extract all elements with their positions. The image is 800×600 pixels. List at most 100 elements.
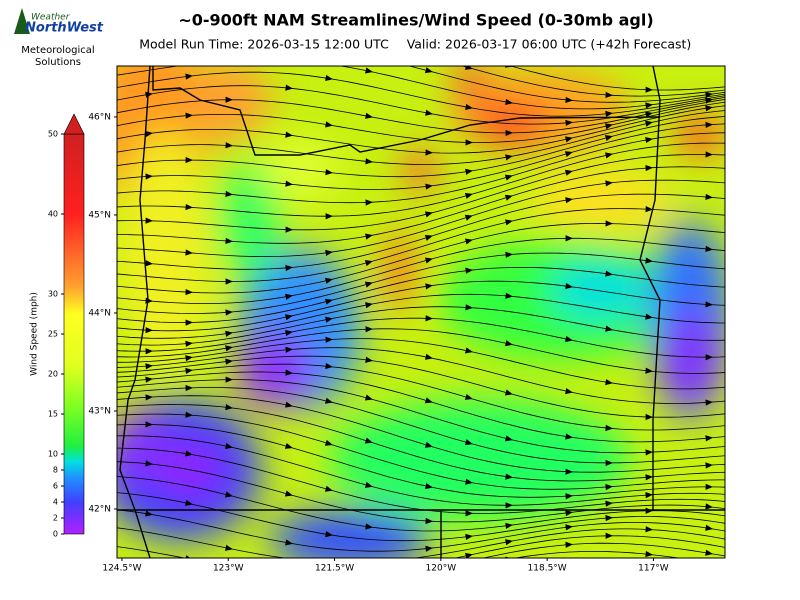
valid-time: Valid: 2026-03-17 06:00 UTC (+42h Foreca…: [407, 37, 692, 52]
streamline: [117, 101, 725, 144]
streamline-arrow: [324, 485, 333, 492]
streamline-arrow: [605, 557, 614, 558]
streamline-arrow: [364, 260, 373, 267]
streamline-arrow: [365, 233, 373, 240]
streamline: [117, 179, 725, 257]
streamline-arrow: [225, 237, 234, 245]
streamline: [117, 266, 725, 324]
streamline-arrow: [565, 493, 574, 500]
streamline-arrow: [424, 234, 433, 241]
streamline-arrow: [425, 109, 433, 116]
streamline: [117, 142, 725, 217]
streamline-arrow: [565, 136, 573, 143]
streamline-arrow: [504, 66, 513, 68]
streamline-arrow: [705, 483, 714, 490]
streamline-arrow: [605, 220, 614, 227]
streamline-arrow: [185, 288, 194, 296]
streamline-arrow: [605, 459, 614, 467]
streamline-arrow: [645, 136, 654, 144]
streamline-arrow: [565, 433, 574, 440]
colorbar-tick-label: 2: [53, 514, 58, 523]
streamline: [117, 492, 725, 542]
streamline-arrow: [225, 442, 233, 449]
streamline-arrow: [424, 211, 433, 218]
streamline-arrow: [565, 96, 574, 104]
x-tick-label: 123°W: [213, 564, 244, 574]
streamline-arrow: [565, 335, 573, 342]
streamline-arrow: [464, 192, 473, 199]
streamline-arrow: [225, 376, 234, 383]
speed-blob: [530, 170, 670, 230]
streamline: [117, 476, 725, 532]
streamline-arrow: [285, 84, 294, 91]
streamline: [117, 85, 725, 125]
streamline-arrow: [565, 235, 574, 242]
x-tick-label: 124.5°W: [102, 564, 141, 574]
streamline-arrow: [705, 354, 714, 361]
speed-blob: [405, 150, 435, 190]
streamline-arrow: [285, 539, 293, 546]
streamline: [117, 527, 725, 558]
logo-line2: NorthWest: [25, 21, 104, 36]
streamline-arrow: [145, 173, 154, 180]
streamline-arrow: [465, 347, 473, 354]
streamline-arrow: [285, 226, 294, 233]
streamline-arrow: [286, 585, 292, 590]
colorbar-tick-label: 6: [53, 482, 58, 491]
streamline-arrow: [285, 293, 293, 300]
speed-blob: [220, 160, 280, 280]
streamline-arrow: [364, 394, 373, 401]
streamline-arrow: [605, 514, 614, 522]
colorbar: [63, 133, 85, 535]
streamline-arrow: [705, 435, 714, 442]
streamline-arrow: [145, 217, 154, 224]
streamline-arrow: [505, 539, 513, 546]
streamline: [117, 435, 725, 506]
streamline-arrow: [225, 309, 234, 316]
streamline-arrow: [465, 510, 474, 517]
streamline-arrow: [505, 473, 514, 480]
x-tick-label: 117°W: [638, 564, 669, 574]
streamline-arrow: [185, 411, 194, 418]
y-tick-label: 46°N: [88, 112, 111, 122]
streamline: [117, 116, 725, 178]
streamline: [117, 395, 725, 473]
streamline-arrow: [465, 103, 473, 111]
colorbar-tick-label: 30: [48, 290, 58, 299]
streamline-arrow: [365, 302, 373, 309]
streamline-arrow: [505, 435, 513, 442]
streamline-arrow: [225, 330, 234, 337]
streamline-arrow: [185, 355, 194, 362]
streamline-arrow: [645, 413, 654, 421]
streamline-arrow: [505, 98, 514, 106]
streamline: [513, 551, 682, 558]
x-tick-label: 118.5°W: [528, 564, 567, 574]
borders: [117, 66, 725, 558]
streamline: [117, 387, 725, 464]
streamline-arrow: [705, 105, 714, 112]
streamline: [117, 293, 725, 339]
y-tick-label: 44°N: [88, 308, 111, 318]
logo-caption: Meteorological Solutions: [21, 45, 94, 68]
streamline-arrow: [424, 397, 433, 404]
streamline-arrow: [705, 91, 714, 99]
streamline-arrow: [424, 67, 433, 74]
streamline-arrow: [705, 462, 714, 469]
streamline: [117, 132, 725, 204]
streamline-arrow: [365, 67, 373, 74]
streamline-arrow: [645, 526, 654, 533]
colorbar-tick-label: 25: [48, 330, 58, 339]
streamline-arrow: [325, 336, 334, 343]
streamline-arrow: [564, 151, 573, 158]
streamline-arrow: [645, 86, 654, 93]
streamline-arrow: [465, 552, 473, 558]
streamline-arrow: [365, 112, 373, 119]
streamline: [117, 105, 725, 154]
streamline: [117, 404, 725, 482]
streamline: [117, 237, 725, 304]
streamline: [117, 153, 725, 231]
streamline-arrow: [364, 281, 373, 288]
streamline-arrow: [145, 460, 154, 467]
streamline: [117, 208, 725, 282]
x-tick-label: 120°W: [426, 564, 457, 574]
